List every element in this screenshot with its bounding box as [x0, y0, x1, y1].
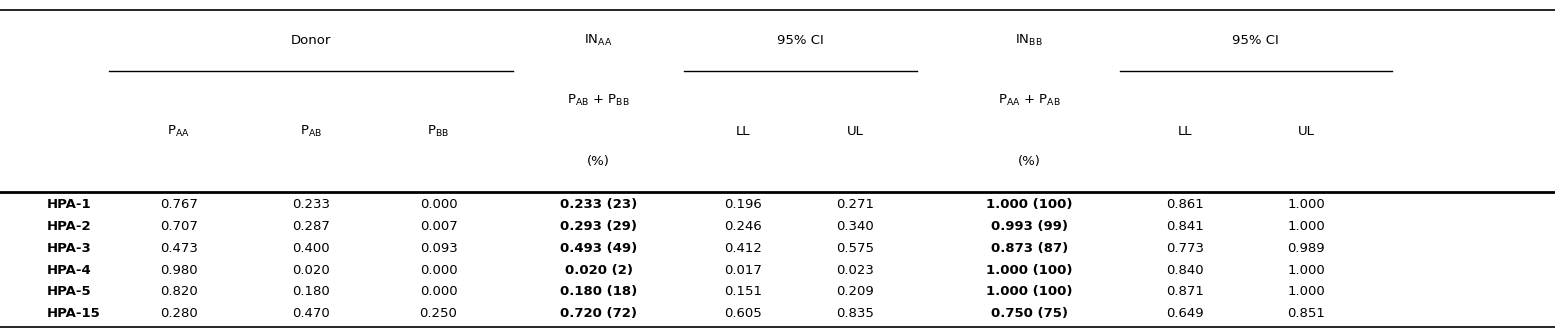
Text: $\rm IN_{AA}$: $\rm IN_{AA}$ [585, 33, 613, 48]
Text: HPA-2: HPA-2 [47, 220, 92, 233]
Text: 0.233 (23): 0.233 (23) [560, 198, 638, 211]
Text: (%): (%) [588, 155, 610, 168]
Text: 0.861: 0.861 [1166, 198, 1204, 211]
Text: 1.000: 1.000 [1288, 220, 1325, 233]
Text: UL: UL [847, 125, 863, 137]
Text: $\rm IN_{BB}$: $\rm IN_{BB}$ [1015, 33, 1043, 48]
Text: 1.000 (100): 1.000 (100) [986, 198, 1073, 211]
Text: 0.980: 0.980 [160, 263, 197, 277]
Text: Donor: Donor [291, 34, 331, 47]
Text: 0.773: 0.773 [1166, 242, 1204, 255]
Text: 0.000: 0.000 [420, 263, 457, 277]
Text: 0.151: 0.151 [725, 286, 762, 298]
Text: $\rm P_{AB}$ + $\rm P_{BB}$: $\rm P_{AB}$ + $\rm P_{BB}$ [568, 93, 630, 108]
Text: 0.605: 0.605 [725, 307, 762, 321]
Text: 0.412: 0.412 [725, 242, 762, 255]
Text: 0.271: 0.271 [837, 198, 874, 211]
Text: 1.000: 1.000 [1288, 263, 1325, 277]
Text: $\rm P_{AA}$: $\rm P_{AA}$ [168, 124, 190, 138]
Text: 0.473: 0.473 [160, 242, 197, 255]
Text: HPA-1: HPA-1 [47, 198, 92, 211]
Text: $\rm P_{BB}$: $\rm P_{BB}$ [428, 124, 449, 138]
Text: 0.246: 0.246 [725, 220, 762, 233]
Text: 0.196: 0.196 [725, 198, 762, 211]
Text: LL: LL [736, 125, 751, 137]
Text: 1.000: 1.000 [1288, 198, 1325, 211]
Text: 1.000: 1.000 [1288, 286, 1325, 298]
Text: 0.293 (29): 0.293 (29) [560, 220, 638, 233]
Text: HPA-4: HPA-4 [47, 263, 92, 277]
Text: 0.575: 0.575 [837, 242, 874, 255]
Text: 1.000 (100): 1.000 (100) [986, 263, 1073, 277]
Text: 0.007: 0.007 [420, 220, 457, 233]
Text: 0.233: 0.233 [292, 198, 330, 211]
Text: 0.000: 0.000 [420, 198, 457, 211]
Text: 0.851: 0.851 [1288, 307, 1325, 321]
Text: 0.720 (72): 0.720 (72) [560, 307, 638, 321]
Text: 0.250: 0.250 [420, 307, 457, 321]
Text: 0.209: 0.209 [837, 286, 874, 298]
Text: 0.989: 0.989 [1288, 242, 1325, 255]
Text: 0.093: 0.093 [420, 242, 457, 255]
Text: 0.871: 0.871 [1166, 286, 1204, 298]
Text: 0.280: 0.280 [160, 307, 197, 321]
Text: 0.840: 0.840 [1166, 263, 1204, 277]
Text: 0.400: 0.400 [292, 242, 330, 255]
Text: 0.873 (87): 0.873 (87) [991, 242, 1068, 255]
Text: 0.820: 0.820 [160, 286, 197, 298]
Text: 0.707: 0.707 [160, 220, 197, 233]
Text: HPA-5: HPA-5 [47, 286, 92, 298]
Text: 0.470: 0.470 [292, 307, 330, 321]
Text: HPA-3: HPA-3 [47, 242, 92, 255]
Text: 0.841: 0.841 [1166, 220, 1204, 233]
Text: 0.000: 0.000 [420, 286, 457, 298]
Text: 0.017: 0.017 [725, 263, 762, 277]
Text: HPA-15: HPA-15 [47, 307, 101, 321]
Text: 0.340: 0.340 [837, 220, 874, 233]
Text: 0.835: 0.835 [837, 307, 874, 321]
Text: $\rm P_{AA}$ + $\rm P_{AB}$: $\rm P_{AA}$ + $\rm P_{AB}$ [998, 93, 1061, 108]
Text: (%): (%) [1019, 155, 1040, 168]
Text: 0.750 (75): 0.750 (75) [991, 307, 1068, 321]
Text: 95% CI: 95% CI [1232, 34, 1280, 47]
Text: LL: LL [1177, 125, 1193, 137]
Text: 0.023: 0.023 [837, 263, 874, 277]
Text: 0.020: 0.020 [292, 263, 330, 277]
Text: 0.649: 0.649 [1166, 307, 1204, 321]
Text: 0.993 (99): 0.993 (99) [991, 220, 1068, 233]
Text: 0.020 (2): 0.020 (2) [564, 263, 633, 277]
Text: 0.287: 0.287 [292, 220, 330, 233]
Text: 0.767: 0.767 [160, 198, 197, 211]
Text: 0.493 (49): 0.493 (49) [560, 242, 638, 255]
Text: 95% CI: 95% CI [778, 34, 824, 47]
Text: $\rm P_{AB}$: $\rm P_{AB}$ [300, 124, 322, 138]
Text: UL: UL [1298, 125, 1314, 137]
Text: 0.180: 0.180 [292, 286, 330, 298]
Text: 1.000 (100): 1.000 (100) [986, 286, 1073, 298]
Text: 0.180 (18): 0.180 (18) [560, 286, 638, 298]
